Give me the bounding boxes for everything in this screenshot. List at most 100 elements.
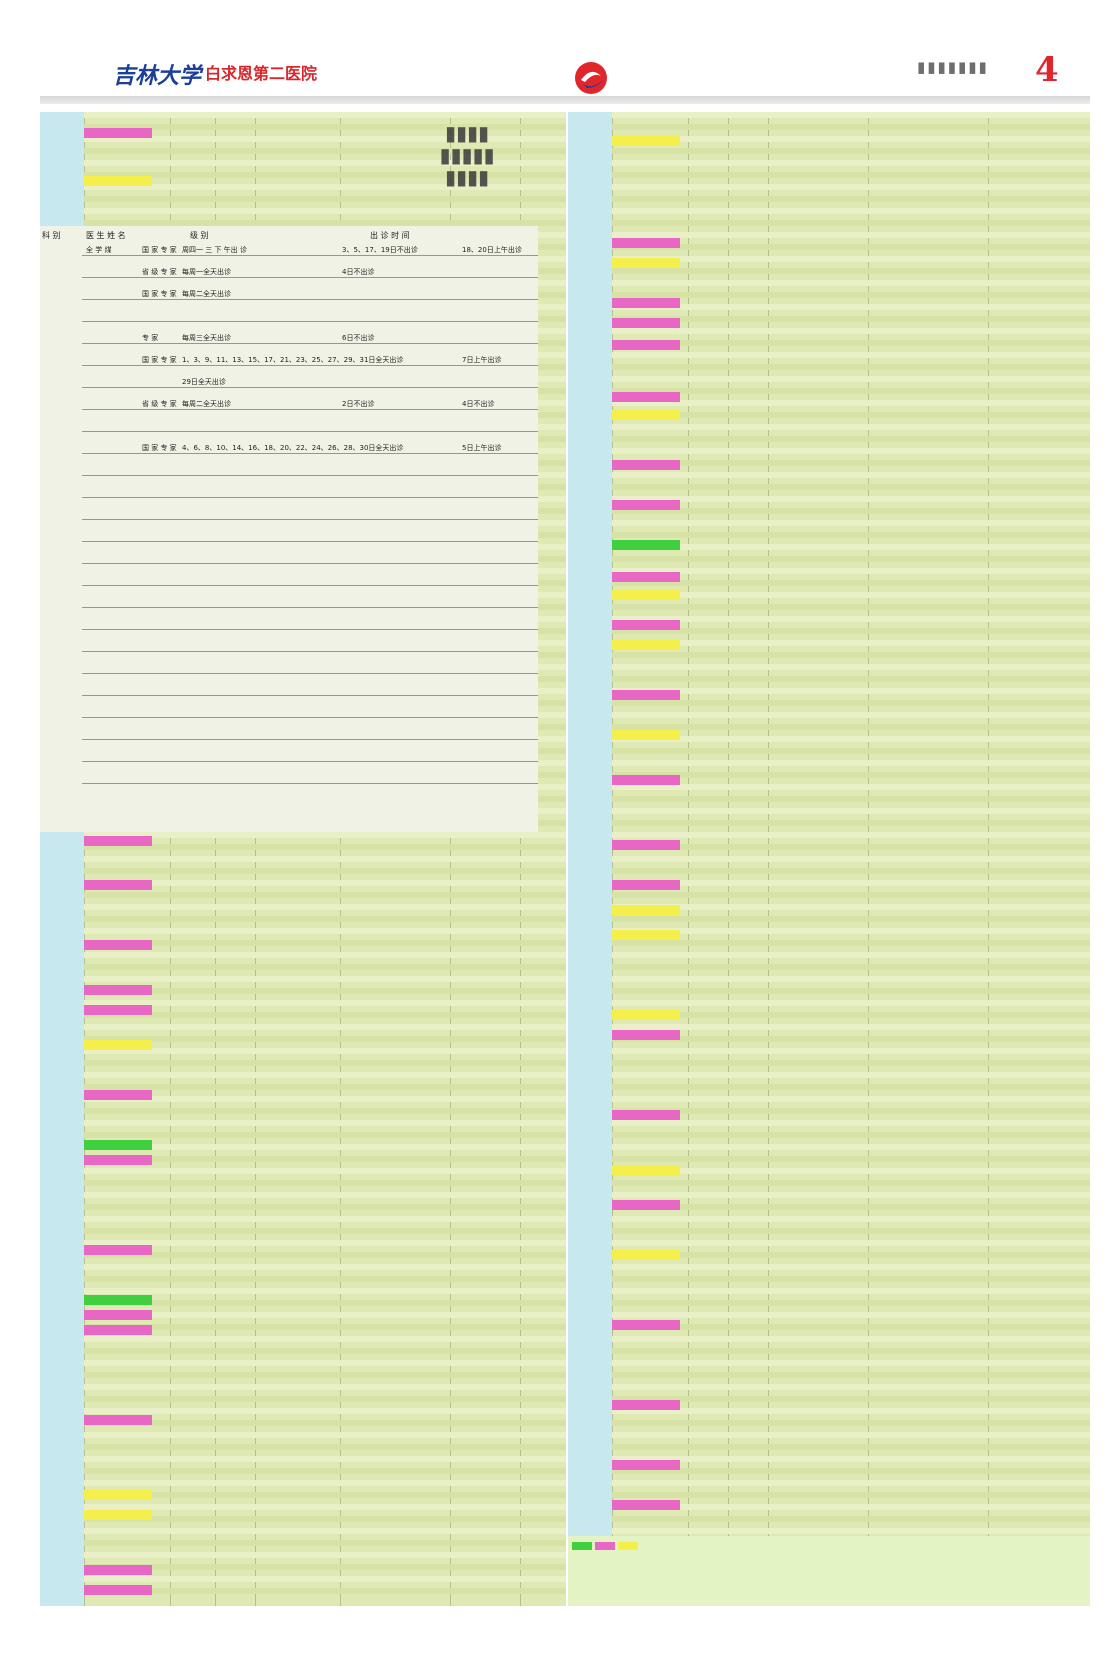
row-stripe xyxy=(612,1132,1090,1138)
row-stripe xyxy=(612,160,1090,166)
row-stripe xyxy=(612,1060,1090,1066)
row-stripe xyxy=(612,376,1090,382)
table-row xyxy=(82,422,538,432)
row-stripe xyxy=(84,1012,566,1018)
row-stripe xyxy=(84,184,566,190)
cell-time: 每周三全天出诊 xyxy=(182,334,231,342)
row-stripe xyxy=(612,748,1090,754)
row-stripe xyxy=(612,1456,1090,1462)
highlight-bar xyxy=(84,1005,152,1015)
row-stripe xyxy=(612,532,1090,538)
row-stripe xyxy=(84,1000,566,1006)
row-stripe xyxy=(612,1096,1090,1102)
highlight-bar xyxy=(612,340,680,350)
row-stripe xyxy=(612,1108,1090,1114)
highlight-bar xyxy=(84,1155,152,1165)
row-stripe xyxy=(84,148,566,154)
row-stripe xyxy=(612,844,1090,850)
highlight-bar xyxy=(612,572,680,582)
header-title: 级 别 xyxy=(190,231,209,240)
row-stripe xyxy=(612,448,1090,454)
row-stripe xyxy=(84,1492,566,1498)
row-stripe xyxy=(612,688,1090,694)
highlight-bar xyxy=(612,258,680,268)
row-stripe xyxy=(612,976,1090,982)
highlight-bar xyxy=(612,1165,680,1175)
row-stripe xyxy=(84,1036,566,1042)
row-stripe xyxy=(612,1360,1090,1366)
row-stripe xyxy=(84,1384,566,1390)
row-stripe xyxy=(612,1252,1090,1258)
highlight-bar xyxy=(84,985,152,995)
row-stripe xyxy=(612,352,1090,358)
row-stripe xyxy=(84,1300,566,1306)
highlight-bar xyxy=(612,930,680,940)
row-stripe xyxy=(612,412,1090,418)
row-stripe xyxy=(612,1492,1090,1498)
cell-title: 专 家 xyxy=(142,334,159,342)
row-stripe xyxy=(612,640,1090,646)
row-stripe xyxy=(612,436,1090,442)
row-stripe xyxy=(612,184,1090,190)
row-stripe xyxy=(84,892,566,898)
highlight-bar xyxy=(612,1320,680,1330)
table-row xyxy=(82,620,538,630)
row-stripe xyxy=(84,1372,566,1378)
highlight-bar xyxy=(612,905,680,915)
row-stripe xyxy=(612,652,1090,658)
row-stripe xyxy=(84,1588,566,1594)
page-number: 4 xyxy=(1035,50,1059,90)
table-row xyxy=(82,554,538,564)
highlight-bar xyxy=(612,410,680,420)
highlight-bar xyxy=(84,1140,152,1150)
highlight-bar xyxy=(612,298,680,308)
table-row: 全 学 煤 国 家 专 家周四一 三 下 午出 诊 3、5、17、19日不出诊 18、… xyxy=(82,246,538,256)
cell-title: 国 家 专 家 xyxy=(142,444,177,452)
row-stripe xyxy=(84,136,566,142)
row-stripe xyxy=(612,196,1090,202)
row-stripe xyxy=(612,856,1090,862)
row-stripe xyxy=(84,1408,566,1414)
highlight-bar xyxy=(84,1325,152,1335)
row-stripe xyxy=(612,1336,1090,1342)
row-stripe xyxy=(612,484,1090,490)
row-stripe xyxy=(612,604,1090,610)
row-stripe xyxy=(84,1312,566,1318)
highlight-bar xyxy=(612,775,680,785)
row-stripe xyxy=(612,712,1090,718)
cell-title: 国 家 专 家 xyxy=(142,356,177,364)
cell-extra: 2日不出诊 xyxy=(342,400,375,408)
row-stripe xyxy=(612,868,1090,874)
row-stripe xyxy=(612,268,1090,274)
highlight-bar xyxy=(84,1415,152,1425)
cell-doctor: 全 学 煤 xyxy=(86,246,112,254)
cell-extra2: 5日上午出诊 xyxy=(462,444,502,452)
row-stripe xyxy=(84,1432,566,1438)
footer-notice xyxy=(568,1536,1090,1606)
row-stripe xyxy=(84,880,566,886)
row-stripe xyxy=(612,1216,1090,1222)
table-row: 国 家 专 家 1、3、9、11、13、15、17、21、23、25、27、29、… xyxy=(82,356,538,366)
cell-extra: 3、5、17、19日不出诊 xyxy=(342,246,418,254)
row-stripe xyxy=(612,508,1090,514)
table-row: 省 级 专 家每周二全天出诊 2日不出诊 4日不出诊 xyxy=(82,400,538,410)
highlight-bar xyxy=(612,1200,680,1210)
highlight-bar xyxy=(84,1585,152,1595)
row-stripe xyxy=(612,832,1090,838)
row-stripe xyxy=(612,1048,1090,1054)
row-stripe xyxy=(612,724,1090,730)
row-stripe xyxy=(612,808,1090,814)
row-stripe xyxy=(84,964,566,970)
row-stripe xyxy=(612,952,1090,958)
row-stripe xyxy=(84,1144,566,1150)
highlight-bar xyxy=(612,840,680,850)
highlight-bar xyxy=(612,590,680,600)
row-stripe xyxy=(612,1288,1090,1294)
cell-title: 省 级 专 家 xyxy=(142,268,177,276)
row-stripe xyxy=(612,1144,1090,1150)
row-stripe xyxy=(612,916,1090,922)
table-row xyxy=(82,488,538,498)
cell-time: 29日全天出诊 xyxy=(182,378,226,386)
table-row xyxy=(82,708,538,718)
highlight-bar xyxy=(612,1400,680,1410)
